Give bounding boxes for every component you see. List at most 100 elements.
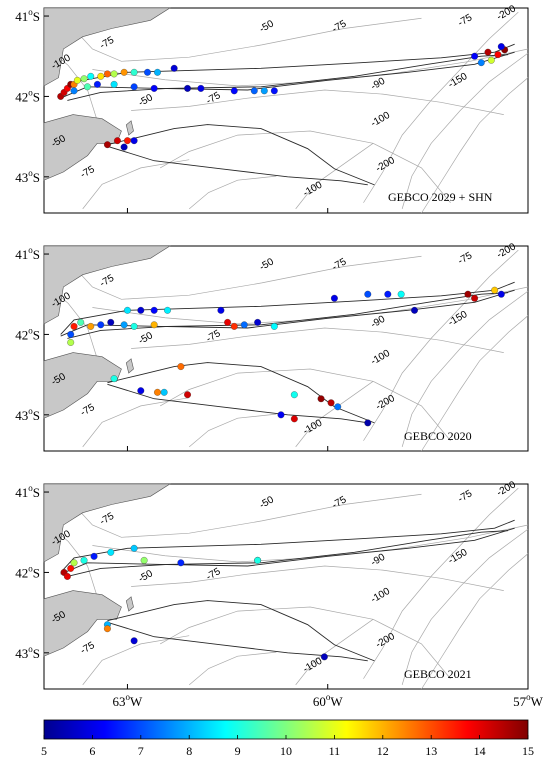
contour-line (295, 619, 374, 686)
latitude-labels: 41oS 42oS 43oS (15, 483, 49, 661)
colorbar-ticks: 5 6 7 8 9 10 11 12 13 14 15 (41, 735, 534, 758)
observation-point (123, 137, 131, 145)
observation-point (70, 559, 78, 567)
observation-point (110, 70, 118, 78)
land-area (43, 352, 122, 419)
observation-point (334, 403, 342, 411)
contour-line (92, 286, 529, 325)
contour-line (82, 159, 190, 210)
observation-point (130, 544, 138, 552)
vessel-track (107, 383, 368, 424)
observation-point (154, 388, 161, 396)
observation-point (184, 391, 191, 399)
observation-point (184, 84, 191, 92)
observation-point (230, 322, 238, 330)
observation-point (130, 83, 138, 91)
observation-point (120, 321, 128, 329)
observation-point (107, 318, 115, 326)
observation-point (494, 51, 502, 59)
observation-point (70, 87, 78, 95)
observation-point (103, 625, 111, 633)
colorbar-label: 5 (41, 744, 47, 758)
observation-point (327, 399, 335, 407)
colorbar-label: 6 (89, 744, 95, 758)
longitude-label: 63oW (113, 692, 144, 709)
panel-title: GEBCO 2029 + SHN (388, 190, 493, 204)
contour-line (92, 524, 529, 563)
bathymetry-contours (43, 11, 529, 214)
longitude-label: 57oW (513, 692, 544, 709)
latitude-labels: 41oS 42oS 43oS (15, 245, 49, 423)
coastline-land (43, 245, 171, 419)
observation-point (77, 318, 85, 326)
latitude-label: 42oS (15, 87, 40, 104)
colorbar-label: 10 (280, 744, 292, 758)
observation-point (154, 68, 161, 76)
contour-line (188, 651, 277, 686)
colorbar-label: 8 (186, 744, 192, 758)
observation-point (130, 637, 138, 645)
observation-point (137, 387, 145, 395)
land-area (43, 7, 171, 87)
contour-line (188, 175, 277, 210)
observation-point (164, 306, 171, 314)
observation-point (330, 294, 338, 302)
observation-point (130, 68, 138, 76)
latitude-label: 43oS (15, 644, 40, 661)
contour-line (159, 606, 451, 679)
vessel-track (107, 600, 375, 662)
observation-point (254, 556, 262, 564)
contour-line (82, 397, 190, 448)
observation-point (110, 375, 118, 383)
latitude-label: 41oS (15, 7, 40, 24)
observation-point (497, 43, 505, 51)
observation-point (497, 290, 505, 298)
observation-point (150, 321, 158, 329)
vessel-track (107, 621, 368, 662)
observation-point (67, 339, 75, 346)
colorbar-label: 7 (138, 744, 144, 758)
vessel-track (60, 51, 515, 99)
observation-point (487, 56, 495, 64)
contour-line (401, 290, 529, 447)
observation-point (397, 290, 405, 298)
latitude-label: 41oS (15, 245, 40, 262)
observation-point (364, 419, 372, 427)
contour-line (295, 381, 374, 448)
contour-line (363, 11, 519, 203)
observation-point (70, 322, 78, 330)
land-area (43, 590, 122, 657)
vessel-track (67, 530, 508, 577)
observation-point (240, 321, 248, 329)
contour-line (295, 143, 374, 210)
observation-point (290, 415, 298, 423)
colorbar-label: 14 (474, 744, 486, 758)
contour-line (82, 635, 190, 686)
observation-point (110, 80, 118, 88)
observation-point (170, 64, 178, 72)
panel-frame (43, 245, 529, 452)
map-panel-3: -75-50 -75-200-100-75-150-90-75-50-100-50… (15, 479, 529, 690)
observation-point (150, 306, 158, 314)
observation-point (67, 330, 75, 338)
latitude-label: 43oS (15, 168, 40, 185)
contour-line (131, 565, 504, 591)
observation-point (364, 290, 372, 298)
panel-title: GEBCO 2020 (404, 429, 472, 443)
observation-point (113, 137, 121, 145)
observation-point (140, 556, 148, 564)
observation-point (103, 141, 111, 149)
contour-line (58, 249, 422, 300)
contour-line (363, 487, 519, 679)
panel-frame (43, 7, 529, 214)
latitude-label: 42oS (15, 325, 40, 342)
observation-point (93, 80, 101, 88)
observation-point (107, 548, 115, 556)
observation-point (120, 68, 128, 76)
contour-line (421, 77, 529, 214)
colorbar-label: 9 (235, 744, 241, 758)
land-area (125, 358, 134, 374)
observation-point (270, 322, 278, 330)
observation-point (177, 363, 185, 371)
observation-point (197, 84, 205, 92)
